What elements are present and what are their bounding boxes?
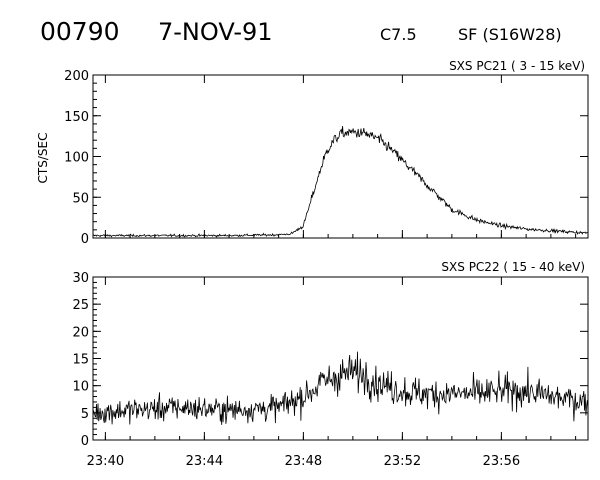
x-tick-label: 23:40	[87, 454, 124, 469]
y-tick-label: 50	[72, 191, 89, 206]
y-tick-label: 30	[72, 271, 89, 286]
panel-title: SXS PC22 ( 15 - 40 keV)	[441, 260, 585, 274]
plot-frame	[92, 276, 589, 441]
x-tick-label: 23:44	[186, 454, 223, 469]
y-tick-label: 0	[81, 232, 89, 247]
y-tick-label: 20	[72, 325, 89, 340]
panel-title: SXS PC21 ( 3 - 15 keV)	[449, 59, 585, 73]
panel-pc21: SXS PC21 ( 3 - 15 keV) CTS/SEC 0 50 100 150…	[36, 59, 589, 247]
optical-class: SF (S16W28)	[458, 25, 562, 44]
series-line	[92, 351, 589, 425]
event-id: 00790	[40, 17, 120, 46]
event-date: 7-NOV-91	[158, 18, 273, 46]
series-line	[92, 125, 589, 238]
x-tick-label: 23:56	[483, 454, 520, 469]
x-tick-label: 23:48	[285, 454, 322, 469]
plot-frame	[92, 74, 589, 239]
y-tick-label: 100	[64, 151, 89, 166]
y-tick-label: 15	[72, 353, 89, 368]
goes-class: C7.5	[380, 25, 417, 44]
y-tick-label: 10	[72, 380, 89, 395]
x-tick-label: 23:52	[384, 454, 421, 469]
y-tick-label: 200	[64, 69, 89, 84]
y-tick-label: 5	[81, 407, 89, 422]
y-axis-label: CTS/SEC	[36, 133, 50, 184]
panel-pc22: SXS PC22 ( 15 - 40 keV) 0 5 10 15 20 25 30 23:4…	[72, 260, 589, 469]
y-tick-label: 150	[64, 110, 89, 125]
y-tick-label: 0	[81, 434, 89, 449]
y-tick-label: 25	[72, 298, 89, 313]
